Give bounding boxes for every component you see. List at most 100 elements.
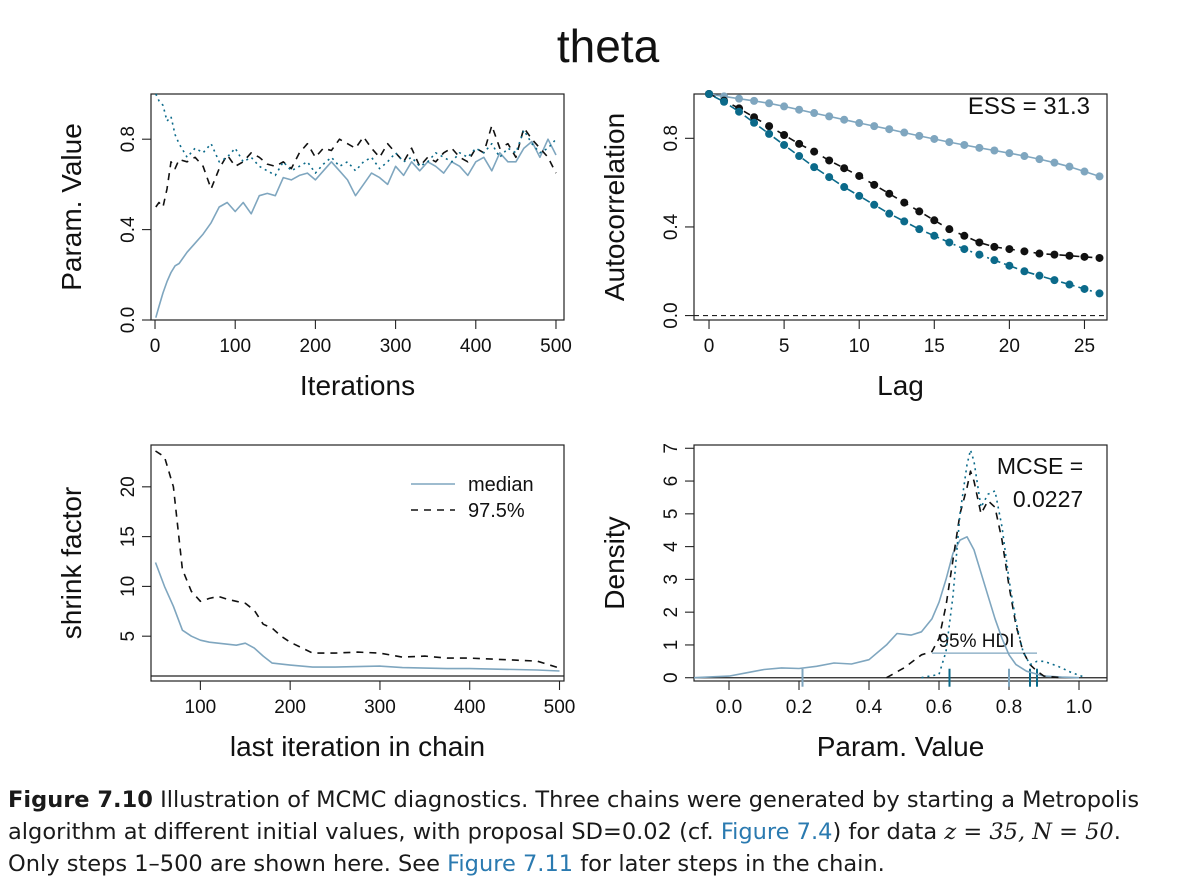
trace-y-tick-label: 0.4	[118, 216, 139, 243]
acf-point-0	[1020, 152, 1029, 161]
density-x-tick-label: 1.0	[1066, 697, 1092, 718]
acf-point-1	[840, 164, 849, 173]
acf-point-1	[855, 171, 864, 180]
acf-point-1	[1080, 252, 1089, 261]
acf-point-2	[990, 256, 999, 265]
density-y-tick-label: 4	[661, 541, 682, 552]
trace-x-tick-label: 0	[150, 336, 161, 357]
caption-link-figure-7-11[interactable]: Figure 7.11	[447, 851, 574, 877]
acf-point-0	[870, 122, 879, 131]
acf-point-2	[750, 118, 759, 127]
trace-y-axis-label: Param. Value	[56, 123, 87, 291]
acf-point-0	[1095, 172, 1104, 181]
density-y-tick-label: 5	[661, 509, 682, 520]
trace-x-axis-label: Iterations	[300, 370, 415, 401]
acf-point-1	[1050, 250, 1059, 259]
caption-figure-label: Figure 7.10	[8, 787, 153, 813]
acf-y-tick-label: 0.8	[661, 125, 682, 151]
acf-point-1	[885, 189, 894, 198]
acf-point-2	[960, 245, 969, 254]
density-y-tick-label: 1	[661, 640, 682, 651]
acf-point-1	[1020, 247, 1029, 256]
density-y-axis-label: Density	[599, 516, 630, 609]
figure-canvas: theta 0 100 200 300 400 5000.00.40.8Iteration…	[56, 20, 1108, 762]
acf-point-0	[840, 115, 849, 124]
density-series-line-1	[886, 470, 1062, 679]
density-plot-panel: MCSE = 0.0227 0.0 0.2 0.4 0.6 0.8 1.0 0 1 2 3 4 5 6 7…	[599, 443, 1108, 762]
acf-point-1	[795, 139, 804, 148]
acf-point-0	[900, 128, 909, 137]
acf-point-2	[870, 200, 879, 209]
acf-point-0	[885, 125, 894, 134]
acf-point-2	[795, 152, 804, 161]
density-x-tick-label: 0.4	[856, 697, 883, 718]
acf-point-2	[1050, 276, 1059, 285]
acf-point-0	[1080, 167, 1089, 176]
acf-point-2	[855, 191, 864, 200]
acf-point-0	[1050, 158, 1059, 167]
shrink-y-axis-label: shrink factor	[56, 487, 87, 640]
acf-point-2	[840, 183, 849, 192]
shrink-series-line-0	[154, 562, 560, 672]
autocorrelation-plot-frame	[693, 93, 1108, 321]
acf-point-0	[795, 105, 804, 114]
acf-point-1	[750, 113, 759, 122]
trace-plot-panel: 0 100 200 300 400 500 0.0 0.4 0.8 Iterations Param…	[56, 93, 572, 401]
acf-point-1	[780, 130, 789, 139]
acf-point-2	[1065, 280, 1074, 289]
acf-point-2	[885, 209, 894, 218]
density-x-tick-label: 0.6	[926, 697, 952, 718]
figure-title: theta	[557, 20, 660, 72]
acf-point-0	[765, 99, 774, 108]
acf-point-0	[975, 143, 984, 152]
acf-point-0	[750, 96, 759, 105]
shrink-y-tick-label: 5	[118, 631, 139, 642]
acf-x-tick-label: 20	[999, 336, 1020, 357]
shrink-legend: median 97.5%	[411, 474, 534, 522]
acf-point-1	[825, 156, 834, 165]
legend-label-97-5: 97.5%	[468, 500, 525, 522]
acf-point-2	[825, 173, 834, 182]
autocorrelation-plot-panel: ESS = 31.3 0 5 10 15 20 25 0.0 0.4 0.8 Lag Autocor…	[599, 90, 1108, 401]
acf-y-axis-label: Autocorrelation	[599, 113, 630, 301]
shrink-x-tick-label: 200	[274, 697, 306, 718]
caption-text-2: ) for data	[832, 819, 945, 845]
caption-math: z = 35, N = 50	[944, 819, 1114, 845]
acf-point-1	[765, 122, 774, 131]
density-plot-frame	[693, 444, 1108, 682]
acf-point-1	[945, 225, 954, 234]
density-y-tick-label: 3	[661, 574, 682, 585]
acf-series-line-2	[708, 93, 1100, 295]
acf-point-1	[990, 242, 999, 251]
acf-point-1	[930, 216, 939, 225]
acf-point-0	[780, 102, 789, 111]
density-x-tick-label: 0.8	[996, 697, 1022, 718]
trace-plot-frame	[150, 93, 565, 321]
density-series-line-0	[693, 535, 1080, 679]
shrink-x-tick-label: 100	[185, 697, 217, 718]
shrink-y-tick-label: 10	[118, 576, 139, 597]
caption-text-4: for later steps in the chain.	[573, 851, 885, 877]
acf-x-axis-label: Lag	[877, 370, 924, 401]
acf-point-0	[960, 140, 969, 149]
trace-x-tick-label: 200	[300, 336, 332, 357]
acf-point-2	[1020, 267, 1029, 276]
caption-link-figure-7-4[interactable]: Figure 7.4	[720, 819, 833, 845]
acf-point-2	[705, 90, 714, 98]
acf-point-0	[945, 138, 954, 147]
density-y-tick-label: 2	[661, 607, 682, 618]
acf-point-0	[1065, 162, 1074, 171]
acf-point-2	[1035, 271, 1044, 280]
trace-series-line-0	[155, 138, 557, 318]
acf-point-1	[1035, 249, 1044, 258]
shrink-factor-plot-panel: median 97.5% 100 200 300 400 500 5 10 15 20 last …	[56, 444, 576, 762]
shrink-y-tick-label: 15	[118, 526, 139, 547]
acf-point-0	[825, 112, 834, 121]
mcse-label: MCSE =	[997, 453, 1083, 479]
acf-point-2	[1095, 289, 1104, 298]
shrink-x-tick-label: 500	[544, 697, 576, 718]
caption-text-1: Illustration of MCMC diagnostics. Three …	[8, 787, 1140, 845]
legend-label-median: median	[468, 474, 534, 496]
acf-point-0	[1005, 149, 1014, 158]
acf-point-0	[930, 134, 939, 143]
